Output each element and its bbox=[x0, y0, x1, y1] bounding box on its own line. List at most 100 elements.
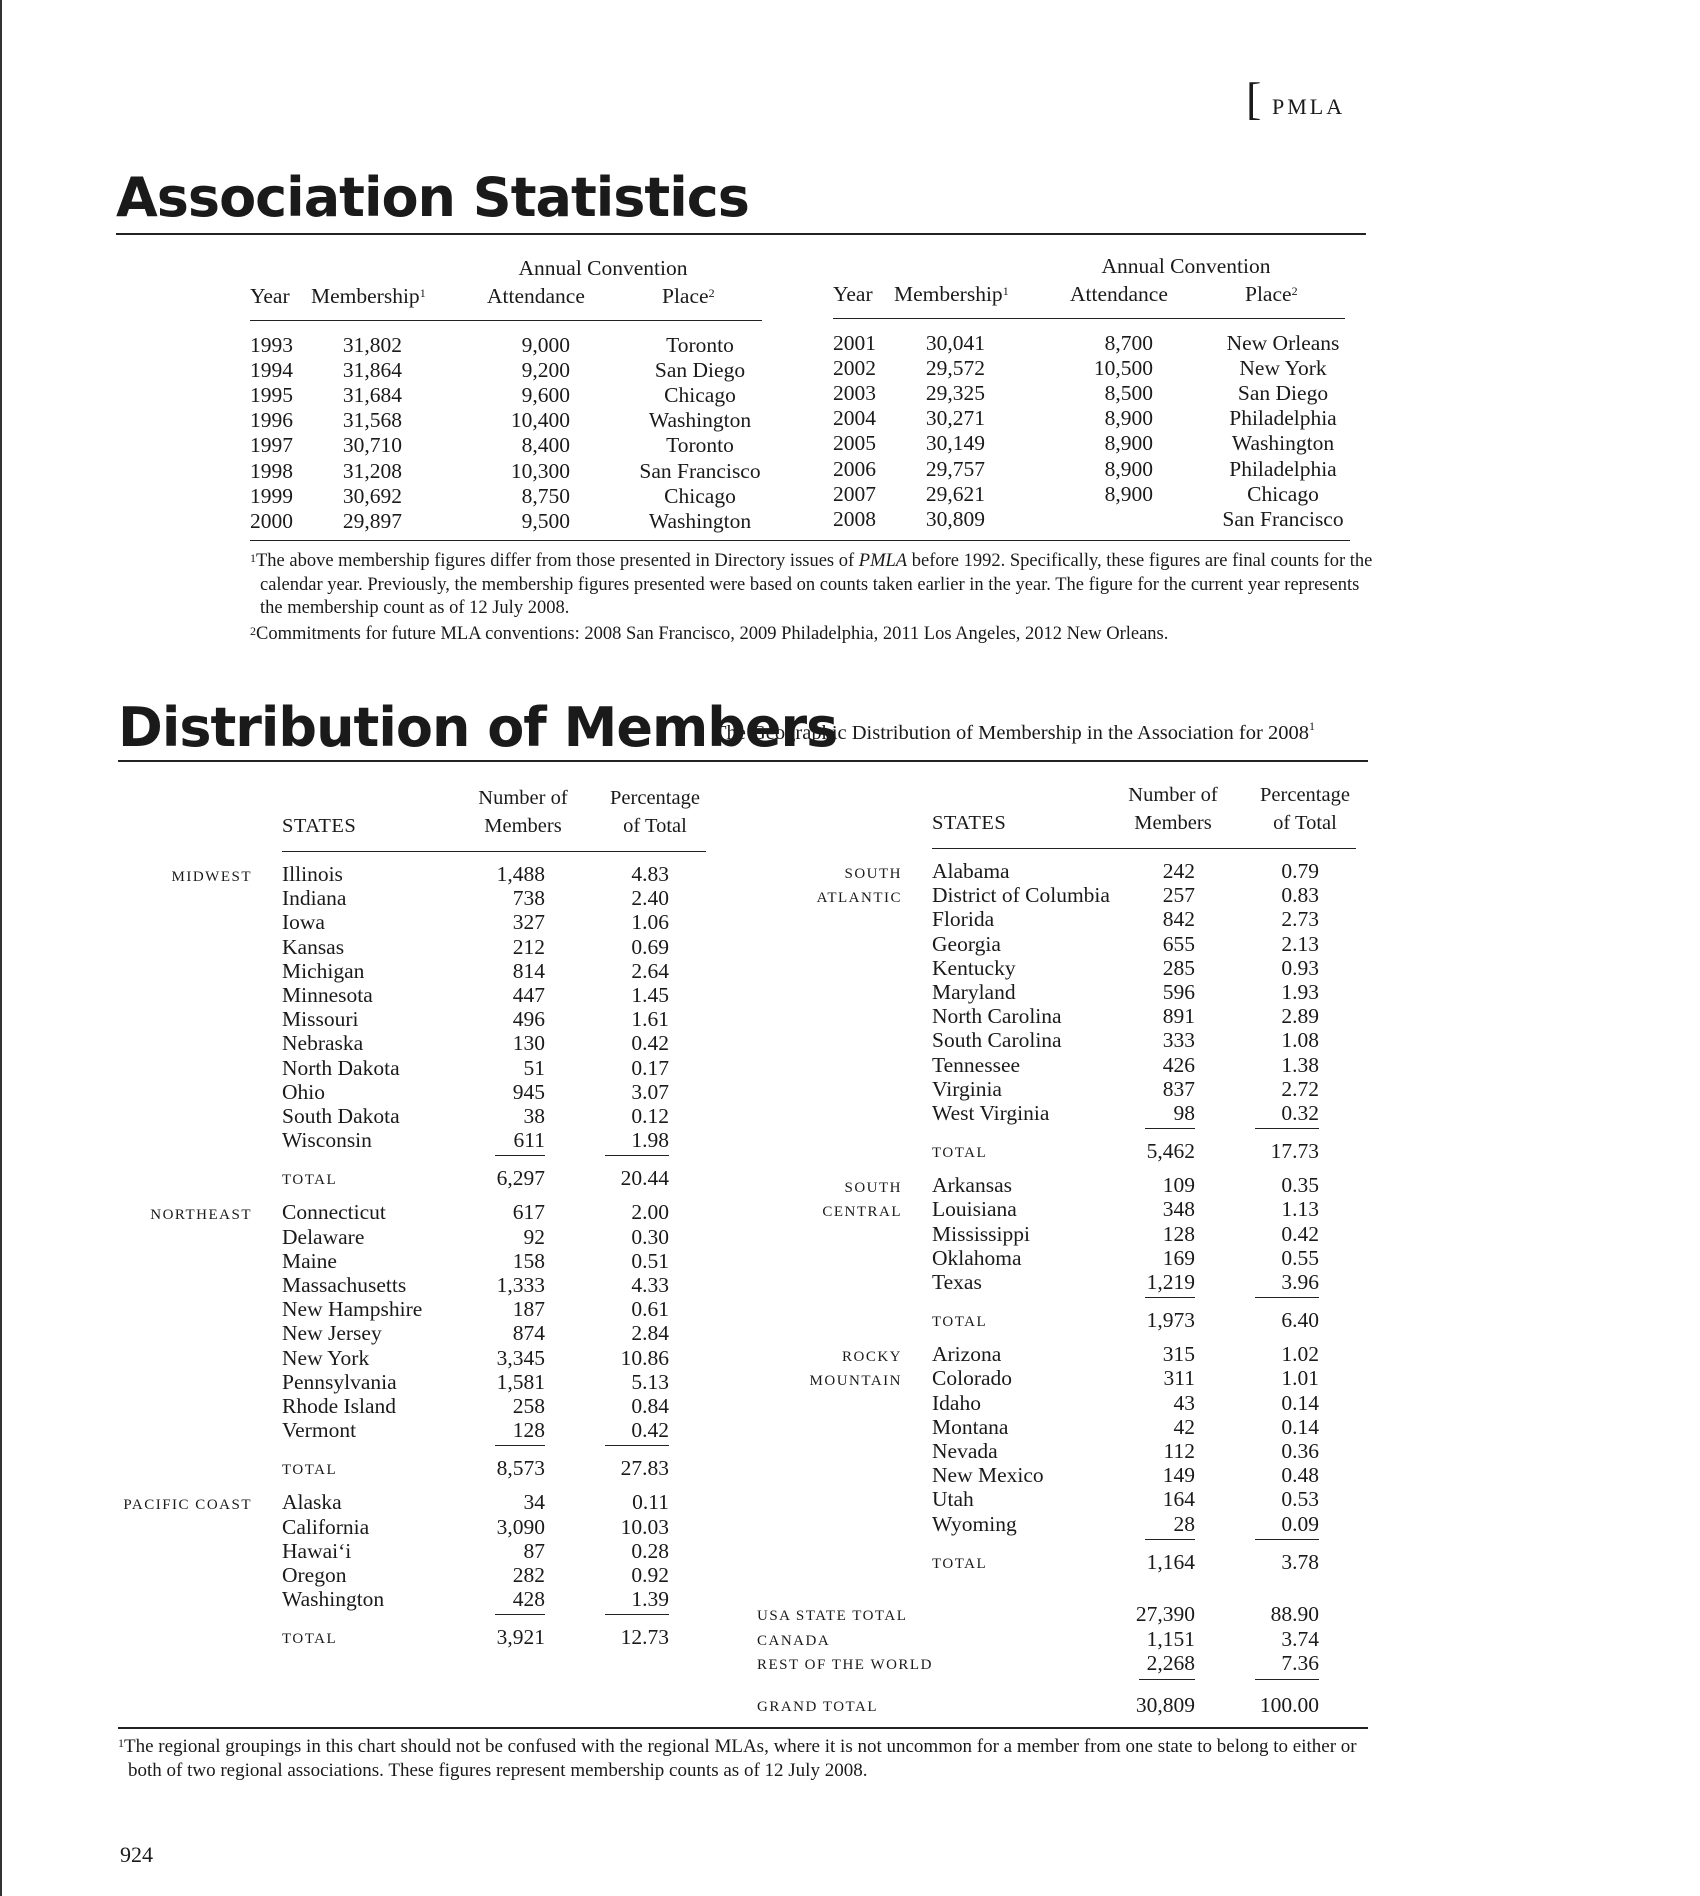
place-cell: Chicago bbox=[664, 383, 736, 408]
grand-total-label: GRAND TOTAL bbox=[757, 1698, 878, 1715]
members-cell: 158 bbox=[512, 1248, 545, 1273]
pct-cell: 2.40 bbox=[631, 886, 669, 911]
state-cell: Kansas bbox=[282, 934, 345, 959]
summary-pct-cell: 3.74 bbox=[1281, 1626, 1319, 1651]
membership-cell: 31,568 bbox=[342, 408, 402, 433]
total-members-cell: 6,297 bbox=[496, 1166, 545, 1191]
place-cell: Toronto bbox=[666, 433, 734, 458]
footnote-marker: 2 bbox=[708, 286, 715, 300]
attendance-cell: 8,900 bbox=[1104, 481, 1153, 506]
pct-cell: 1.98 bbox=[631, 1128, 669, 1153]
subtotal-rule bbox=[495, 1614, 545, 1616]
place-cell: New Orleans bbox=[1226, 331, 1340, 355]
stats-footnote-2: 2Commitments for future MLA conventions:… bbox=[250, 624, 1169, 644]
subtotal-rule bbox=[1145, 1128, 1195, 1130]
total-pct-cell: 27.83 bbox=[620, 1456, 669, 1481]
dist-title-rule bbox=[118, 760, 1368, 762]
attendance-cell: 8,900 bbox=[1104, 406, 1153, 431]
attendance-header: Attendance bbox=[1070, 282, 1168, 306]
stats-header-rule bbox=[250, 320, 762, 321]
state-cell: Alaska bbox=[282, 1490, 342, 1515]
summary-members-cell: 2,268 bbox=[1146, 1651, 1195, 1675]
pct-cell: 0.14 bbox=[1281, 1390, 1319, 1415]
place-cell: New York bbox=[1239, 356, 1327, 381]
members-cell: 327 bbox=[512, 910, 545, 935]
dist-header-rule bbox=[282, 851, 706, 852]
total-members-cell: 8,573 bbox=[496, 1456, 545, 1481]
subtotal-rule bbox=[605, 1445, 669, 1447]
state-cell: New Mexico bbox=[932, 1463, 1044, 1488]
members-cell: 3,090 bbox=[496, 1514, 545, 1539]
members-cell: 130 bbox=[512, 1031, 545, 1056]
members-cell: 112 bbox=[1163, 1439, 1195, 1463]
pct-cell: 1.08 bbox=[1281, 1028, 1319, 1053]
state-cell: Arizona bbox=[932, 1342, 1002, 1367]
members-cell: 447 bbox=[512, 983, 545, 1007]
year-cell: 2000 bbox=[250, 508, 293, 533]
state-cell: Montana bbox=[932, 1414, 1009, 1439]
members-cell: 51 bbox=[523, 1055, 546, 1080]
pct-cell: 0.53 bbox=[1281, 1487, 1319, 1512]
state-cell: Oregon bbox=[282, 1563, 347, 1587]
place-cell: San Diego bbox=[654, 358, 746, 383]
subtotal-rule bbox=[605, 1614, 669, 1616]
pct-cell: 1.39 bbox=[631, 1587, 669, 1612]
membership-cell: 29,572 bbox=[925, 356, 985, 381]
year-cell: 2005 bbox=[833, 431, 876, 456]
place-cell: San Francisco bbox=[1222, 506, 1344, 531]
place-header-label: Place bbox=[662, 284, 709, 308]
region-label: MIDWEST bbox=[171, 869, 252, 885]
subtotal-rule bbox=[1145, 1538, 1195, 1540]
members-cell: 42 bbox=[1173, 1414, 1196, 1439]
state-cell: Virginia bbox=[932, 1076, 1002, 1101]
state-cell: Washington bbox=[282, 1587, 385, 1612]
stats-header-rule bbox=[833, 318, 1345, 319]
year-cell: 1996 bbox=[250, 408, 293, 433]
subtotal-rule bbox=[1255, 1128, 1319, 1130]
members-cell: 282 bbox=[512, 1563, 545, 1587]
region-label: MOUNTAIN bbox=[809, 1373, 902, 1390]
state-cell: Delaware bbox=[282, 1224, 365, 1249]
membership-cell: 30,710 bbox=[342, 433, 402, 458]
state-cell: New Hampshire bbox=[282, 1297, 423, 1322]
pct-cell: 0.42 bbox=[1281, 1221, 1319, 1246]
members-header: Members bbox=[1134, 812, 1212, 834]
of-total-header: of Total bbox=[623, 815, 687, 837]
grand-total-members: 30,809 bbox=[1135, 1692, 1195, 1717]
pct-cell: 0.48 bbox=[1281, 1463, 1319, 1488]
dist-footnote: 1The regional groupings in this chart sh… bbox=[118, 1736, 1357, 1781]
pct-cell: 2.89 bbox=[1281, 1004, 1319, 1029]
total-pct-cell: 12.73 bbox=[620, 1625, 669, 1650]
members-cell: 28 bbox=[1173, 1511, 1196, 1536]
state-cell: Florida bbox=[932, 907, 995, 932]
pct-cell: 0.55 bbox=[1281, 1245, 1319, 1270]
state-cell: West Virginia bbox=[932, 1101, 1050, 1125]
membership-cell: 31,684 bbox=[342, 383, 402, 408]
members-cell: 1,219 bbox=[1146, 1270, 1195, 1294]
state-cell: Nebraska bbox=[282, 1031, 364, 1056]
pct-cell: 0.12 bbox=[631, 1104, 669, 1128]
state-cell: Texas bbox=[932, 1270, 982, 1294]
pct-cell: 0.93 bbox=[1281, 955, 1319, 980]
summary-label: USA STATE TOTAL bbox=[757, 1608, 908, 1624]
state-cell: New Jersey bbox=[282, 1321, 382, 1346]
membership-cell: 30,041 bbox=[925, 331, 985, 355]
summary-members-cell: 27,390 bbox=[1135, 1602, 1195, 1626]
region-label: NORTHEAST bbox=[150, 1207, 252, 1224]
members-cell: 814 bbox=[512, 958, 545, 983]
state-cell: New York bbox=[282, 1345, 370, 1370]
membership-cell: 29,757 bbox=[925, 456, 985, 481]
members-cell: 164 bbox=[1162, 1487, 1195, 1512]
membership-header-label: Membership bbox=[311, 284, 420, 308]
members-cell: 945 bbox=[512, 1079, 545, 1104]
subtotal-rule bbox=[1255, 1538, 1319, 1540]
subtotal-rule bbox=[605, 1155, 669, 1157]
members-cell: 611 bbox=[513, 1128, 545, 1153]
state-cell: Connecticut bbox=[282, 1200, 386, 1225]
state-cell: Massachusetts bbox=[282, 1273, 407, 1297]
stats-title-rule bbox=[116, 233, 1366, 235]
attendance-cell: 9,000 bbox=[521, 333, 570, 357]
total-label: TOTAL bbox=[282, 1631, 338, 1648]
attendance-header: Attendance bbox=[487, 284, 585, 308]
pct-cell: 0.51 bbox=[631, 1248, 669, 1273]
